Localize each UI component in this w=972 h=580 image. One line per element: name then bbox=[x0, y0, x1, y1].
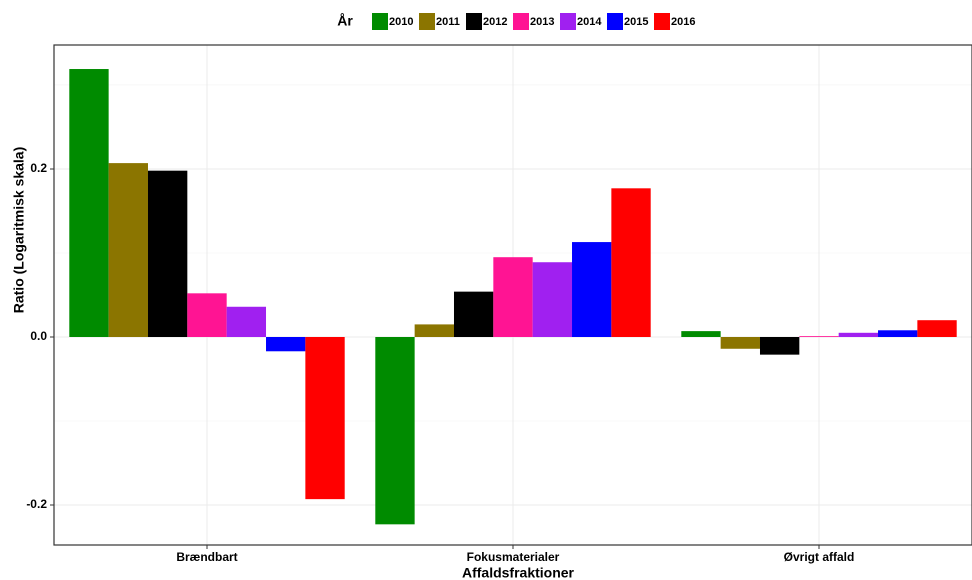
bar bbox=[493, 257, 533, 338]
bar bbox=[878, 330, 918, 338]
x-tick-label: Brændbart bbox=[176, 550, 237, 564]
bar bbox=[375, 337, 415, 525]
legend-title: År bbox=[337, 13, 353, 29]
y-axis-title: Ratio (Logaritmisk skala) bbox=[11, 147, 27, 314]
legend-swatch bbox=[372, 13, 388, 30]
legend-swatch bbox=[513, 13, 529, 30]
legend-swatch bbox=[607, 13, 623, 30]
legend-label: 2013 bbox=[530, 16, 554, 28]
bar bbox=[69, 69, 109, 338]
y-tick-label: 0.2 bbox=[30, 161, 47, 175]
y-tick-label: 0.0 bbox=[30, 329, 47, 343]
bar bbox=[414, 324, 454, 338]
bar bbox=[305, 337, 345, 500]
bar bbox=[572, 242, 612, 338]
x-axis-title: Affaldsfraktioner bbox=[462, 565, 575, 580]
bar bbox=[681, 331, 721, 338]
bar bbox=[799, 336, 839, 338]
bar bbox=[917, 320, 957, 338]
bar bbox=[266, 337, 306, 352]
bar bbox=[147, 170, 188, 338]
legend-swatch bbox=[466, 13, 482, 30]
x-tick-label: Øvrigt affald bbox=[784, 550, 855, 564]
bar bbox=[187, 293, 227, 338]
y-tick-label: -0.2 bbox=[26, 497, 47, 511]
legend-label: 2015 bbox=[624, 16, 648, 28]
bar bbox=[838, 332, 879, 338]
legend-swatch bbox=[419, 13, 435, 30]
bar bbox=[611, 188, 651, 338]
bar bbox=[453, 291, 494, 338]
legend-swatch bbox=[654, 13, 670, 30]
bar bbox=[108, 163, 148, 338]
bar bbox=[226, 306, 267, 338]
bar bbox=[720, 337, 760, 349]
legend-label: 2016 bbox=[671, 16, 695, 28]
legend-label: 2011 bbox=[436, 16, 460, 28]
legend-label: 2014 bbox=[577, 16, 602, 28]
x-tick-label: Fokusmaterialer bbox=[467, 550, 560, 564]
legend-label: 2012 bbox=[483, 16, 507, 28]
legend-label: 2010 bbox=[389, 16, 413, 28]
legend-swatch bbox=[560, 13, 576, 30]
bar bbox=[759, 337, 800, 355]
panel-border bbox=[53, 44, 972, 546]
bar bbox=[532, 262, 573, 338]
